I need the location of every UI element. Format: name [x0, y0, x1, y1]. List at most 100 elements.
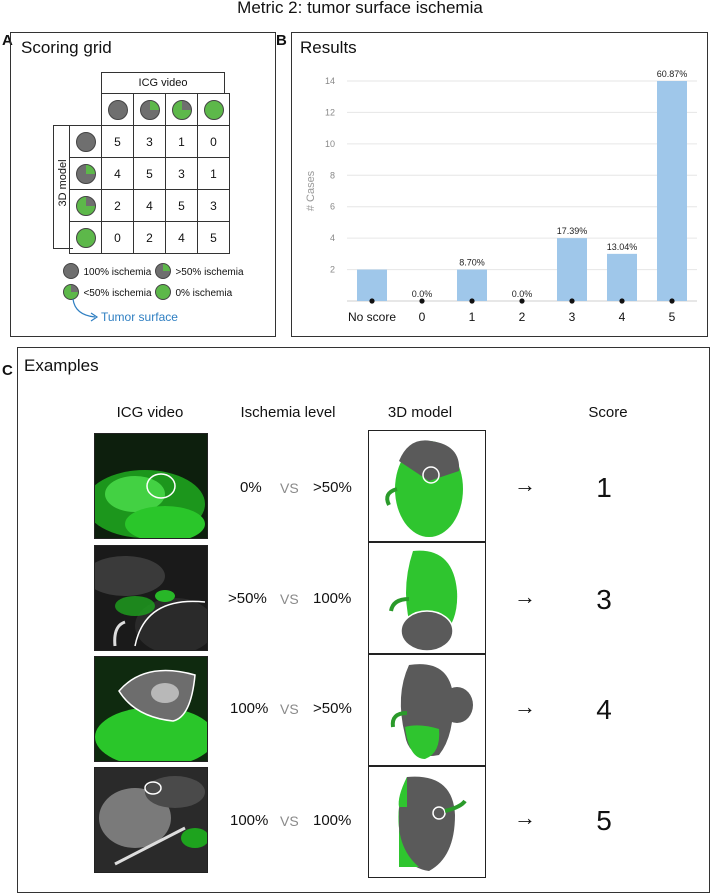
data-label: 8.70% [459, 258, 485, 268]
3d-model-thumbnail [368, 430, 486, 542]
panel-c: Examples ICG video Ischemia level 3D mod… [17, 347, 710, 893]
3d-model-thumbnail [368, 542, 486, 654]
ischemia-level-video: 100% [230, 700, 269, 717]
x-tick-dot [669, 298, 675, 304]
icg-video-thumbnail [94, 545, 208, 651]
data-label: 17.39% [557, 226, 588, 236]
col-icon-gt50 [133, 93, 166, 126]
col-icon-100 [101, 93, 134, 126]
col-icon-lt50 [165, 93, 198, 126]
tumor-surface-label: Tumor surface [101, 310, 178, 324]
legend-item-gt50: >50% ischemia [155, 262, 244, 280]
x-tick-dot [469, 298, 475, 304]
legend-item-0: 0% ischemia [155, 283, 232, 301]
vs-label: VS [280, 813, 299, 829]
y-tick-label: 10 [325, 139, 335, 149]
bar [657, 81, 687, 301]
x-tick-label: No score [348, 310, 396, 324]
y-tick-label: 6 [330, 202, 335, 212]
y-tick-label: 14 [325, 76, 335, 86]
ischemia-100-icon [63, 262, 79, 279]
grid-cell: 5 [165, 189, 198, 222]
header-ischemia-level: Ischemia level [240, 404, 336, 421]
y-tick-label: 8 [330, 170, 335, 180]
panel-c-letter: C [2, 362, 13, 379]
panel-a-letter: A [2, 32, 13, 49]
x-tick-dot [569, 298, 575, 304]
grid-cell: 1 [197, 157, 230, 190]
arrow-icon: → [514, 694, 536, 719]
data-label: 13.04% [607, 242, 638, 252]
grid-cell: 3 [133, 125, 166, 158]
icg-video-thumbnail [94, 656, 208, 762]
panel-a-title: Scoring grid [21, 38, 112, 57]
row-icon-0 [69, 221, 102, 254]
figure-title: Metric 2: tumor surface ischemia [237, 0, 483, 17]
grid-cell: 2 [133, 221, 166, 254]
panel-b: Results 2 4 6 8 10 12 14 # Cases No score 0 0.0% 1 8… [291, 32, 708, 337]
tumor-surface-arrow-icon [72, 299, 99, 322]
3d-model-thumbnail [368, 766, 486, 878]
bar [457, 269, 487, 301]
x-tick-dot [419, 298, 425, 304]
bar [357, 269, 387, 301]
x-tick-label: 0 [419, 310, 426, 324]
ischemia-level-model: >50% [313, 479, 352, 496]
panel-b-letter: B [276, 32, 287, 49]
ischemia-level-video: 0% [240, 479, 262, 496]
grid-cell: 4 [101, 157, 134, 190]
data-label: 0.0% [412, 289, 433, 299]
header-score: Score [588, 404, 628, 421]
score-value: 3 [596, 584, 612, 615]
bar [557, 238, 587, 301]
panel-b-title: Results [300, 38, 357, 57]
ischemia-level-video: >50% [228, 590, 267, 607]
grid-cell: 3 [197, 189, 230, 222]
x-tick-dot [369, 298, 375, 304]
grid-cell: 5 [133, 157, 166, 190]
col-icon-0 [197, 93, 230, 126]
x-tick-label: 1 [469, 310, 476, 324]
y-tick-label: 4 [330, 233, 335, 243]
vs-label: VS [280, 480, 299, 496]
score-value: 5 [596, 805, 612, 836]
row-icon-100 [69, 125, 102, 158]
data-label: 60.87% [657, 69, 688, 79]
results-bar-chart: 2 4 6 8 10 12 14 # Cases No score 0 0.0% 1 8.70% 2 0.0… [305, 69, 697, 324]
grid-cell: 3 [165, 157, 198, 190]
y-tick-label: 12 [325, 107, 335, 117]
grid-cell: 5 [101, 125, 134, 158]
grid-cell: 1 [165, 125, 198, 158]
grid-cell: 4 [133, 189, 166, 222]
ischemia-level-video: 100% [230, 812, 269, 829]
ischemia-level-model: 100% [313, 812, 352, 829]
y-tick-label: 2 [330, 265, 335, 275]
arrow-icon: → [514, 584, 536, 609]
score-value: 1 [596, 472, 612, 503]
ischemia-level-model: >50% [313, 700, 352, 717]
y-axis-label: # Cases [305, 170, 317, 211]
grid-cell: 4 [165, 221, 198, 254]
grid-col-header: ICG video [101, 72, 225, 94]
grid-row-header: 3D model [57, 159, 69, 207]
x-tick-dot [619, 298, 625, 304]
x-tick-label: 5 [669, 310, 676, 324]
grid-row-header-box [53, 125, 73, 249]
grid-cell: 0 [101, 221, 134, 254]
ischemia-level-model: 100% [313, 590, 352, 607]
scoring-grid: 5 3 1 0 4 5 3 1 2 4 5 3 0 2 4 5 [69, 93, 230, 254]
x-tick-dot [519, 298, 525, 304]
grid-cell: 2 [101, 189, 134, 222]
arrow-icon: → [514, 472, 536, 497]
x-tick-label: 3 [569, 310, 576, 324]
header-icg-video: ICG video [116, 404, 184, 421]
ischemia-lt50-icon [63, 283, 79, 300]
grid-cell: 0 [197, 125, 230, 158]
score-value: 4 [596, 694, 612, 725]
vs-label: VS [280, 591, 299, 607]
x-tick-label: 2 [519, 310, 526, 324]
icg-video-thumbnail [94, 767, 208, 873]
arrow-icon: → [514, 805, 536, 830]
vs-label: VS [280, 701, 299, 717]
x-tick-label: 4 [619, 310, 626, 324]
